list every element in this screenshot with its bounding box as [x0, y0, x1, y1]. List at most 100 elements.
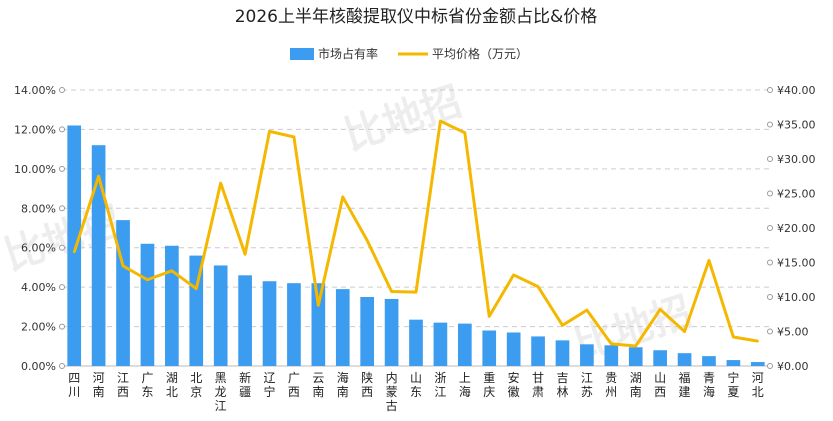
price-point-湖北	[170, 269, 174, 272]
price-point-四川	[73, 250, 76, 254]
left-tick-label: 12.00%	[14, 123, 56, 136]
price-point-重庆	[488, 315, 491, 318]
bar-贵州	[604, 345, 619, 366]
left-axis: 14.00% 12.00% 10.00% 8.00% 6.00% 4.00% 2.00% 0.…	[14, 84, 65, 373]
left-tick-label: 4.00%	[21, 281, 56, 294]
bar-广东	[140, 243, 155, 366]
bar-河南	[91, 145, 106, 366]
price-point-辽宁	[268, 130, 271, 133]
bar-湖北	[165, 245, 179, 366]
category-label: 内蒙古	[386, 371, 398, 413]
category-label: 吉林	[556, 371, 568, 399]
category-label: 青海	[703, 371, 715, 399]
right-tick-label: ¥25.00	[777, 188, 816, 201]
bar-新疆	[238, 275, 252, 366]
tick-dot	[767, 87, 773, 93]
bar-四川	[67, 125, 82, 366]
category-label: 海南	[337, 370, 349, 399]
category-label: 北京	[190, 371, 202, 399]
tick-dot	[59, 244, 65, 251]
price-point-陕西	[365, 239, 369, 242]
price-point-海南	[341, 195, 344, 199]
tick-dot	[767, 259, 773, 266]
bar-黑龙江	[213, 265, 228, 366]
chart-title: 2026上半年核酸提取仪中标省份金额占比&价格	[235, 7, 598, 27]
category-label: 山东	[410, 371, 422, 399]
bar-广西	[287, 283, 301, 366]
price-point-安徽	[512, 273, 515, 277]
right-tick-label: ¥10.00	[777, 291, 816, 304]
right-tick-label: ¥5.00	[777, 326, 809, 339]
bar-云南	[311, 283, 326, 366]
price-point-山东	[414, 290, 418, 294]
price-point-湖南	[634, 344, 637, 348]
price-point-广西	[292, 135, 296, 139]
left-tick-label: 10.00%	[14, 163, 56, 176]
price-point-浙江	[439, 119, 442, 123]
category-label: 广东	[141, 371, 153, 399]
right-axis: ¥40.00 ¥35.00 ¥30.00 ¥25.00 ¥20.00 ¥15.00 ¥10.…	[767, 84, 816, 373]
tick-dot	[767, 225, 773, 231]
right-tick-label: ¥40.00	[777, 84, 816, 97]
bar-series	[67, 125, 765, 366]
price-point-宁夏	[732, 335, 735, 339]
price-point-河南	[97, 175, 100, 178]
bar-宁夏	[726, 360, 741, 366]
category-label: 湖南	[630, 370, 642, 399]
right-tick-label: ¥0.00	[777, 360, 809, 373]
price-point-新疆	[243, 253, 247, 256]
price-point-河北	[756, 339, 759, 343]
category-label: 上海	[459, 371, 471, 399]
left-tick-label: 6.00%	[21, 242, 56, 255]
category-label: 河南	[93, 371, 105, 399]
left-tick-label: 14.00%	[14, 84, 56, 97]
category-label: 江苏	[581, 371, 593, 399]
tick-dot	[59, 126, 65, 133]
category-label: 辽宁	[264, 371, 276, 399]
category-label: 宁夏	[727, 370, 739, 399]
category-label: 河北	[752, 371, 764, 399]
price-point-黑龙江	[219, 181, 222, 185]
right-tick-label: ¥30.00	[777, 153, 816, 166]
bar-湖南	[628, 347, 643, 366]
bar-海南	[335, 289, 350, 366]
category-label: 云南	[312, 371, 324, 399]
price-point-广东	[146, 278, 149, 281]
bar-内蒙古	[384, 298, 399, 366]
tick-dot	[767, 363, 773, 369]
bar-甘肃	[531, 336, 545, 366]
bar-山西	[653, 350, 667, 366]
tick-dot	[767, 121, 773, 128]
category-label: 江西	[117, 371, 129, 399]
category-label: 湖北	[166, 370, 178, 399]
bar-吉林	[555, 340, 570, 366]
category-label: 新疆	[239, 370, 251, 399]
bar-北京	[189, 255, 204, 366]
category-label: 山西	[654, 371, 666, 399]
category-label: 安徽	[508, 370, 520, 399]
legend: 市场占有率 平均价格（万元）	[290, 46, 528, 61]
tick-dot	[767, 190, 773, 197]
price-point-山西	[658, 308, 662, 311]
price-point-北京	[195, 287, 198, 290]
tick-dot	[59, 323, 65, 330]
category-label: 陕西	[361, 370, 373, 399]
tick-dot	[59, 87, 65, 93]
bar-辽宁	[262, 281, 277, 366]
price-point-江苏	[585, 308, 589, 312]
price-point-吉林	[561, 324, 564, 327]
price-point-青海	[707, 259, 711, 262]
bar-浙江	[433, 322, 448, 366]
bar-山东	[409, 319, 423, 366]
tick-dot	[59, 205, 65, 212]
tick-dot	[767, 294, 773, 300]
category-label: 福建	[679, 370, 691, 399]
price-point-江西	[121, 264, 125, 268]
price-point-福建	[683, 330, 686, 333]
category-label: 贵州	[605, 371, 617, 399]
bar-安徽	[506, 332, 521, 366]
category-label: 重庆	[483, 371, 495, 399]
right-tick-label: ¥20.00	[777, 222, 816, 235]
